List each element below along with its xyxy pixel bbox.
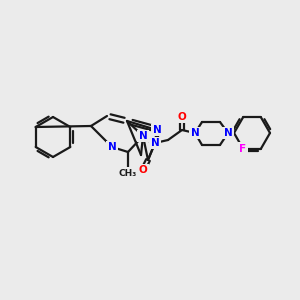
Text: N: N	[190, 128, 200, 138]
Text: N: N	[139, 131, 147, 141]
Text: O: O	[178, 112, 186, 122]
Text: N: N	[153, 125, 161, 135]
Text: N: N	[151, 138, 159, 148]
Text: O: O	[139, 165, 147, 175]
Text: CH₃: CH₃	[119, 169, 137, 178]
Text: N: N	[108, 142, 116, 152]
Text: F: F	[239, 144, 247, 154]
Text: N: N	[224, 128, 232, 138]
